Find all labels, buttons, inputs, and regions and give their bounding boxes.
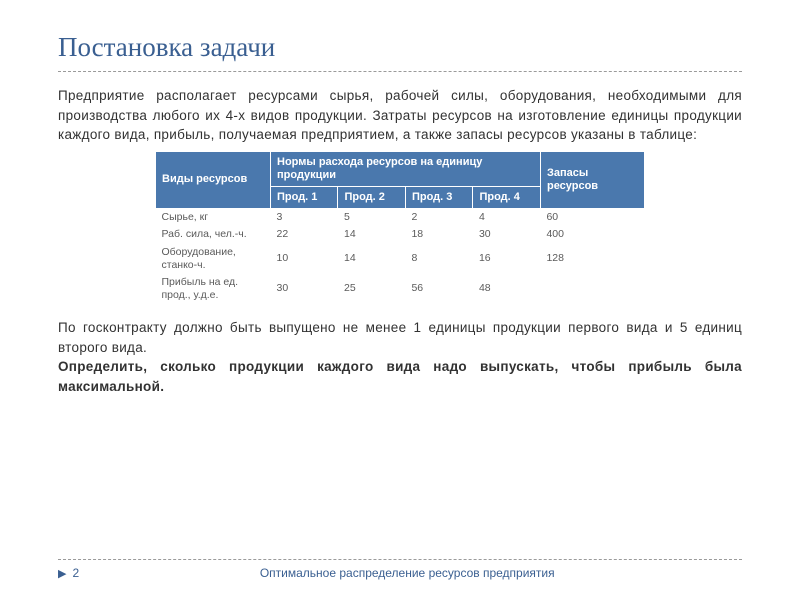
cell: 30 (271, 274, 338, 304)
cell: 56 (405, 274, 472, 304)
footer-caption: Оптимальное распределение ресурсов предп… (102, 566, 712, 582)
cell: 14 (338, 244, 405, 274)
cell: 18 (405, 226, 472, 243)
cell-label: Раб. сила, чел.-ч. (156, 226, 271, 243)
cell: 10 (271, 244, 338, 274)
th-prod3: Прод. 3 (405, 187, 472, 209)
cell: 16 (473, 244, 541, 274)
constraint-paragraph: По госконтракту должно быть выпущено не … (58, 318, 742, 357)
cell-label: Сырье, кг (156, 209, 271, 227)
th-prod4: Прод. 4 (473, 187, 541, 209)
table-row: Прибыль на ед. прод., у.д.е. 30 25 56 48 (156, 274, 645, 304)
slide-title: Постановка задачи (58, 32, 742, 63)
title-divider (58, 71, 742, 72)
table-row: Раб. сила, чел.-ч. 22 14 18 30 400 (156, 226, 645, 243)
slide-footer: ▶ 2 Оптимальное распределение ресурсов п… (58, 559, 742, 582)
table-body: Сырье, кг 3 5 2 4 60 Раб. сила, чел.-ч. … (156, 209, 645, 304)
table-row: Сырье, кг 3 5 2 4 60 (156, 209, 645, 227)
cell-label: Оборудование, станко-ч. (156, 244, 271, 274)
arrow-icon: ▶ (58, 567, 66, 580)
cell: 30 (473, 226, 541, 243)
cell: 8 (405, 244, 472, 274)
cell: 2 (405, 209, 472, 227)
th-prod2: Прод. 2 (338, 187, 405, 209)
footer-divider (58, 559, 742, 560)
cell: 25 (338, 274, 405, 304)
cell: 14 (338, 226, 405, 243)
objective-paragraph: Определить, сколько продукции каждого ви… (58, 357, 742, 396)
cell: 4 (473, 209, 541, 227)
cell: 60 (540, 209, 644, 227)
cell: 22 (271, 226, 338, 243)
th-norms: Нормы расхода ресурсов на единицу продук… (271, 151, 541, 186)
table-row: Оборудование, станко-ч. 10 14 8 16 128 (156, 244, 645, 274)
cell (540, 274, 644, 304)
th-stock: Запасы ресурсов (540, 151, 644, 209)
th-resources: Виды ресурсов (156, 151, 271, 209)
cell: 400 (540, 226, 644, 243)
resource-table-wrap: Виды ресурсов Нормы расхода ресурсов на … (155, 151, 645, 304)
cell: 3 (271, 209, 338, 227)
cell: 128 (540, 244, 644, 274)
th-prod1: Прод. 1 (271, 187, 338, 209)
intro-paragraph: Предприятие располагает ресурсами сырья,… (58, 86, 742, 145)
resource-table: Виды ресурсов Нормы расхода ресурсов на … (155, 151, 645, 304)
page-number: 2 (72, 566, 102, 580)
cell-label: Прибыль на ед. прод., у.д.е. (156, 274, 271, 304)
footer-row: ▶ 2 Оптимальное распределение ресурсов п… (58, 566, 742, 582)
cell: 5 (338, 209, 405, 227)
slide-content: Постановка задачи Предприятие располагае… (0, 0, 800, 396)
cell: 48 (473, 274, 541, 304)
